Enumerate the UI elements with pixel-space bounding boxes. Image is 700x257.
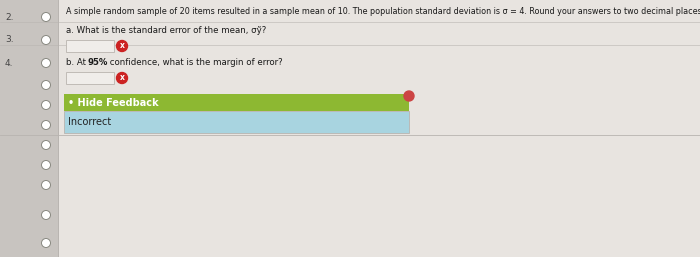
Text: A simple random sample of 20 items resulted in a sample mean of 10. The populati: A simple random sample of 20 items resul… bbox=[66, 7, 700, 16]
Circle shape bbox=[41, 59, 50, 68]
Circle shape bbox=[116, 72, 127, 84]
Circle shape bbox=[404, 91, 414, 101]
Text: b. At: b. At bbox=[66, 58, 89, 67]
Circle shape bbox=[41, 161, 50, 170]
Text: x: x bbox=[120, 41, 125, 50]
Circle shape bbox=[41, 121, 50, 130]
Circle shape bbox=[41, 35, 50, 44]
Circle shape bbox=[41, 180, 50, 189]
FancyBboxPatch shape bbox=[66, 40, 114, 52]
Text: x: x bbox=[120, 74, 125, 82]
Text: • Hide Feedback: • Hide Feedback bbox=[68, 97, 159, 107]
Text: a. What is the standard error of the mean, σỹ?: a. What is the standard error of the mea… bbox=[66, 26, 266, 35]
Circle shape bbox=[41, 80, 50, 89]
Circle shape bbox=[41, 210, 50, 219]
Text: 3.: 3. bbox=[5, 35, 13, 44]
FancyBboxPatch shape bbox=[64, 94, 409, 111]
Text: 95%: 95% bbox=[88, 58, 108, 67]
Circle shape bbox=[41, 238, 50, 247]
Circle shape bbox=[41, 100, 50, 109]
Text: Incorrect: Incorrect bbox=[68, 117, 111, 127]
FancyBboxPatch shape bbox=[64, 111, 409, 133]
FancyBboxPatch shape bbox=[58, 0, 700, 257]
Circle shape bbox=[116, 41, 127, 51]
Text: 2.: 2. bbox=[5, 13, 13, 22]
Text: confidence, what is the margin of error?: confidence, what is the margin of error? bbox=[107, 58, 283, 67]
Text: 4.: 4. bbox=[5, 59, 13, 68]
FancyBboxPatch shape bbox=[0, 0, 58, 257]
Circle shape bbox=[41, 13, 50, 22]
Circle shape bbox=[41, 141, 50, 150]
FancyBboxPatch shape bbox=[66, 72, 114, 84]
